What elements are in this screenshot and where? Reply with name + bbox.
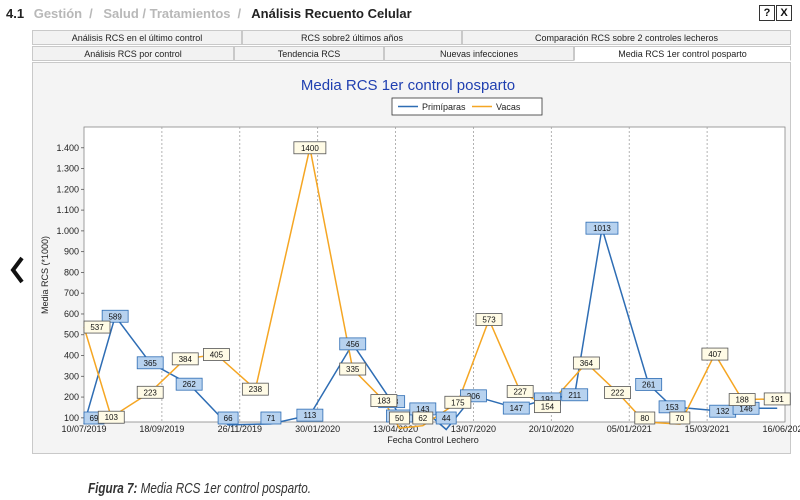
tab-rcs-2-anos[interactable]: RCS sobre2 últimos años	[242, 30, 462, 45]
tab-nuevas-infecciones[interactable]: Nuevas infecciones	[384, 46, 574, 61]
breadcrumb: 4.1 Gestión / Salud / Tratamientos / Análi…	[6, 5, 412, 21]
tab-bar: Análisis RCS en el último control RCS so…	[32, 30, 791, 63]
breadcrumb-item-gestion[interactable]: Gestión	[33, 5, 83, 21]
caption-text: Media RCS 1er control posparto.	[137, 480, 312, 497]
help-button[interactable]: ?	[759, 5, 775, 21]
close-button[interactable]: X	[776, 5, 792, 21]
breadcrumb-item-salud[interactable]: Salud / Tratamientos	[103, 5, 231, 21]
tab-analisis-por-control[interactable]: Análisis RCS por control	[32, 46, 234, 61]
tab-tendencia-rcs[interactable]: Tendencia RCS	[234, 46, 384, 61]
tab-media-rcs-posparto[interactable]: Media RCS 1er control posparto	[574, 46, 791, 61]
chevron-left-icon[interactable]	[9, 255, 25, 285]
window-titlebar: 4.1 Gestión / Salud / Tratamientos / Análi…	[0, 0, 800, 26]
section-number: 4.1	[6, 5, 25, 21]
tab-analisis-ultimo-control[interactable]: Análisis RCS en el último control	[32, 30, 242, 45]
tab-comparacion-rcs[interactable]: Comparación RCS sobre 2 controles lecher…	[462, 30, 791, 45]
figure-caption: Figura 7: Media RCS 1er control posparto…	[88, 480, 311, 497]
caption-prefix: Figura 7:	[88, 480, 138, 497]
breadcrumb-current: Análisis Recuento Celular	[251, 5, 412, 21]
chart-panel	[32, 62, 791, 454]
